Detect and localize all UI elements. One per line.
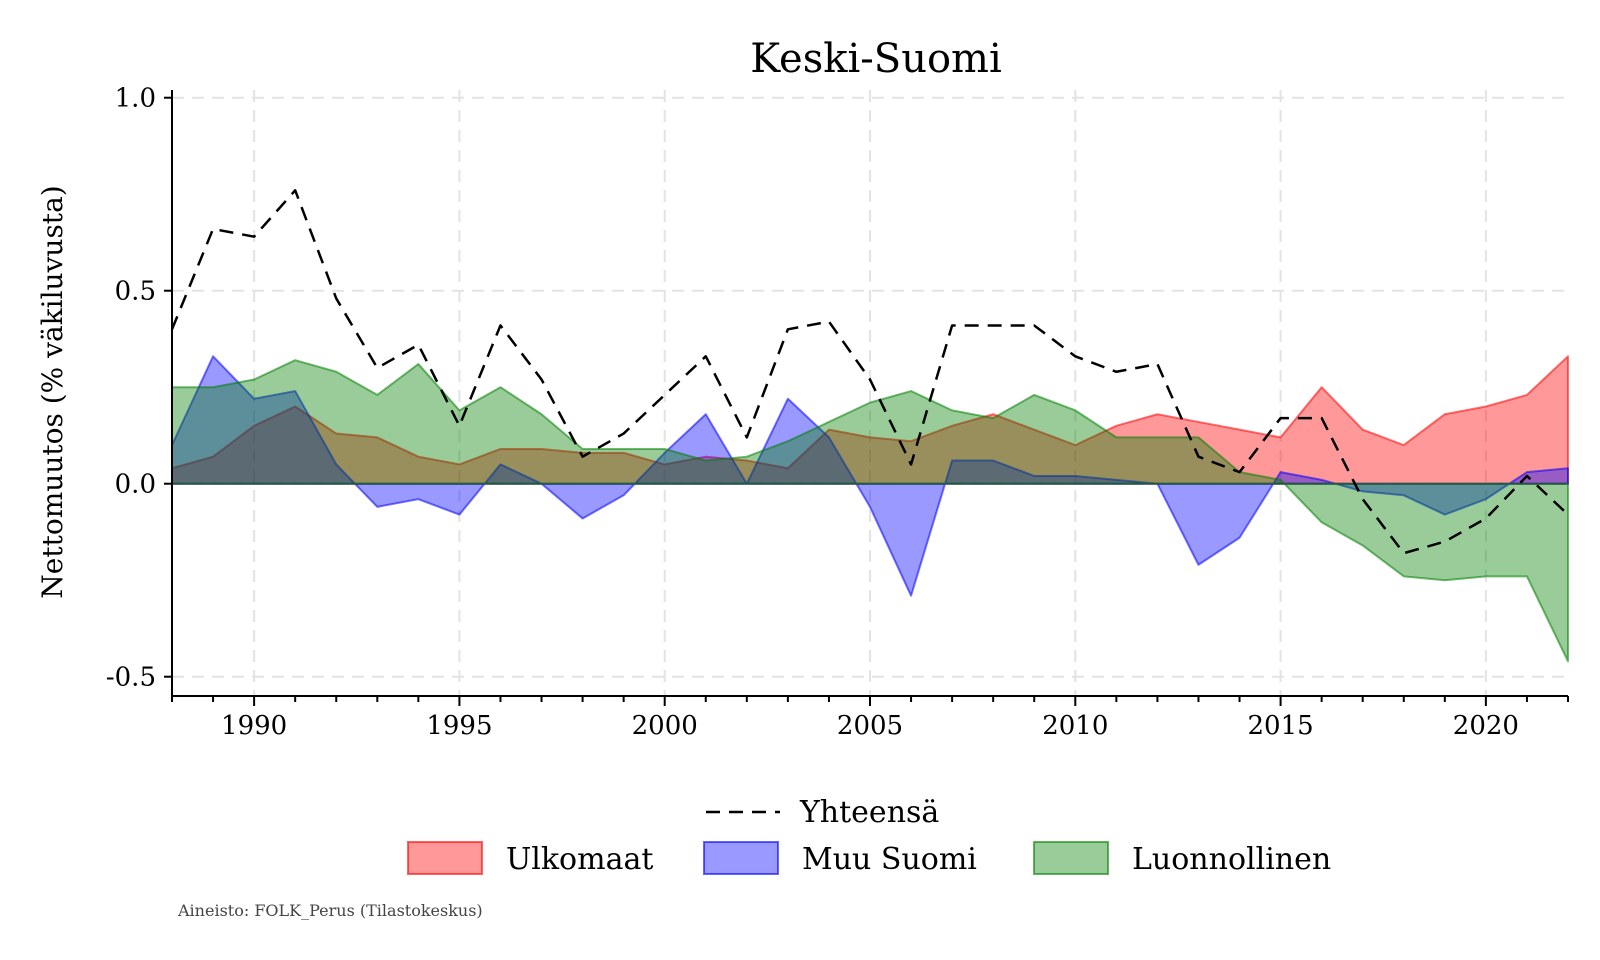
- x-tick-label-1990: 1990: [221, 711, 287, 741]
- x-tick-label-2005: 2005: [837, 711, 903, 741]
- legend-swatch-muu-suomi: [703, 841, 779, 875]
- line-yhteensä: [170, 189, 1569, 555]
- line-series: [170, 189, 1569, 555]
- y-tick-label-2: 0.5: [115, 277, 156, 307]
- area-luonnollinen: [171, 359, 1569, 663]
- grid: [172, 90, 1568, 696]
- x-tick-label-2015: 2015: [1248, 711, 1314, 741]
- legend-swatch-ulkomaat: [407, 841, 483, 875]
- area-muu-suomi: [171, 355, 1569, 597]
- x-tick-label-2000: 2000: [632, 711, 698, 741]
- legend-label-luonnollinen: Luonnollinen: [1132, 842, 1331, 877]
- x-tick-label-2010: 2010: [1042, 711, 1108, 741]
- legend-swatch-luonnollinen: [1033, 841, 1109, 875]
- legend-label-ulkomaat: Ulkomaat: [506, 842, 653, 877]
- x-tick-label-2020: 2020: [1453, 711, 1519, 741]
- tick-labels: 1990 1995 2000 2005 2010 2015 2020 -0.5 0.0 0.5 1.…: [106, 84, 1519, 741]
- x-tick-label-1995: 1995: [426, 711, 492, 741]
- legend: Yhteensä Ulkomaat Muu Suomi Luonnollinen: [407, 795, 1331, 877]
- chart-title: Keski-Suomi: [750, 36, 1002, 82]
- legend-label-yhteensä: Yhteensä: [799, 795, 939, 830]
- y-tick-label-3: 1.0: [115, 84, 156, 114]
- y-tick-label-1: 0.0: [115, 470, 156, 500]
- area-series: [171, 355, 1569, 663]
- y-axis-label: Nettomuutos (% väkiluvusta): [36, 185, 69, 598]
- y-tick-label-0: -0.5: [106, 663, 156, 693]
- axes: [164, 90, 1569, 706]
- legend-label-muu-suomi: Muu Suomi: [802, 842, 977, 877]
- source-note: Aineisto: FOLK_Perus (Tilastokeskus): [177, 901, 483, 920]
- area-ulkomaat: [171, 355, 1569, 485]
